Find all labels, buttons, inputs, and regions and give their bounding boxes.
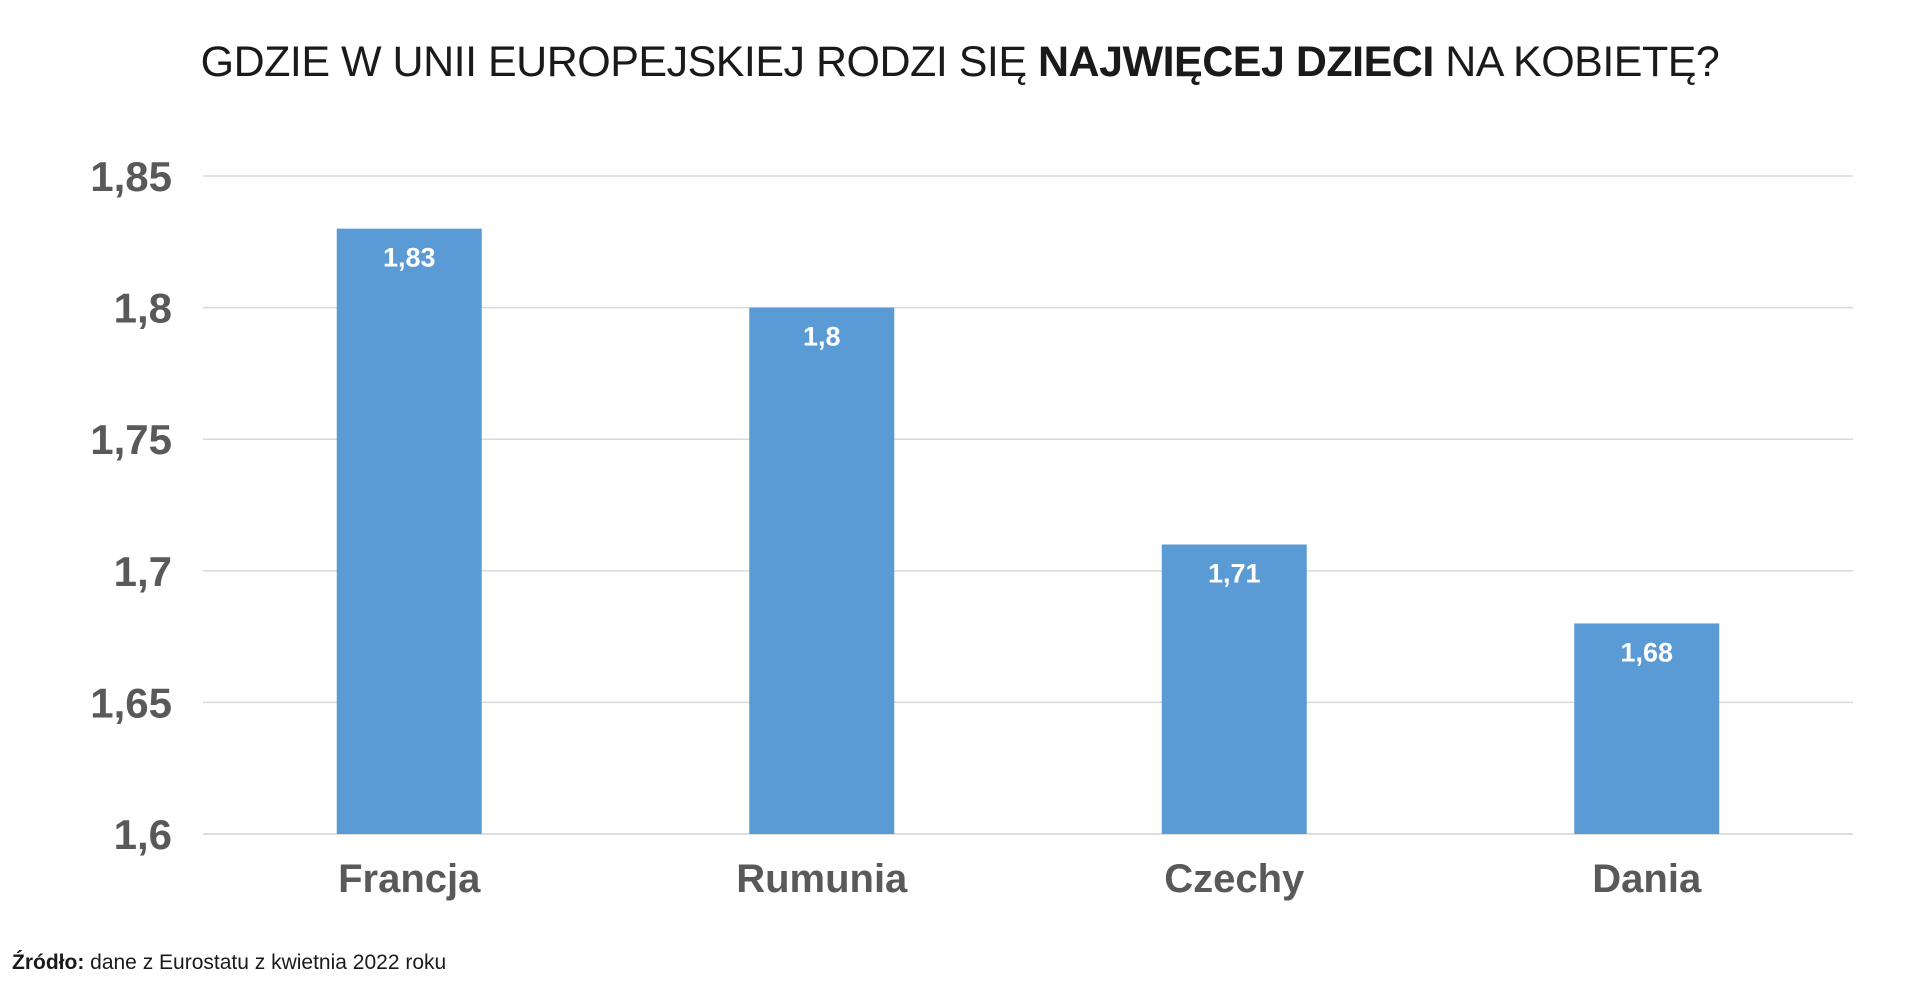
title-part-1: GDZIE W UNII EUROPEJSKIEJ RODZI SIĘ: [200, 38, 1038, 86]
data-label: 1,8: [803, 322, 841, 352]
bars: [336, 228, 1720, 835]
y-axis: 1,6 1,65 1,7 1,75 1,8 1,85: [90, 153, 172, 858]
x-tick-label: Czechy: [1164, 857, 1305, 901]
data-labels: 1,83 1,8 1,71 1,68: [383, 243, 1673, 668]
source-note: Źródło: dane z Eurostatu z kwietnia 2022…: [12, 951, 446, 975]
y-tick-label: 1,8: [114, 285, 172, 332]
source-text: dane z Eurostatu z kwietnia 2022 roku: [84, 951, 447, 974]
y-tick-label: 1,85: [90, 153, 172, 200]
y-tick-label: 1,65: [90, 679, 172, 726]
bar: [336, 228, 482, 834]
title-part-2-bold: NAJWIĘCEJ DZIECI: [1037, 38, 1434, 86]
bar: [1574, 623, 1720, 834]
bar: [1161, 544, 1307, 834]
x-tick-label: Dania: [1592, 857, 1702, 901]
title-part-3: NA KOBIETĘ?: [1433, 38, 1720, 86]
chart-title: GDZIE W UNII EUROPEJSKIEJ RODZI SIĘ NAJW…: [0, 38, 1920, 87]
source-label: Źródło:: [12, 951, 85, 974]
x-tick-label: Francja: [338, 857, 481, 901]
x-axis: Francja Rumunia Czechy Dania: [338, 857, 1702, 901]
data-label: 1,83: [383, 243, 436, 273]
data-label: 1,71: [1208, 558, 1261, 588]
y-tick-label: 1,75: [90, 416, 172, 463]
x-tick-label: Rumunia: [736, 857, 908, 901]
y-tick-label: 1,6: [114, 811, 172, 858]
bar: [749, 307, 895, 835]
y-tick-label: 1,7: [114, 548, 172, 595]
data-label: 1,68: [1620, 637, 1673, 667]
